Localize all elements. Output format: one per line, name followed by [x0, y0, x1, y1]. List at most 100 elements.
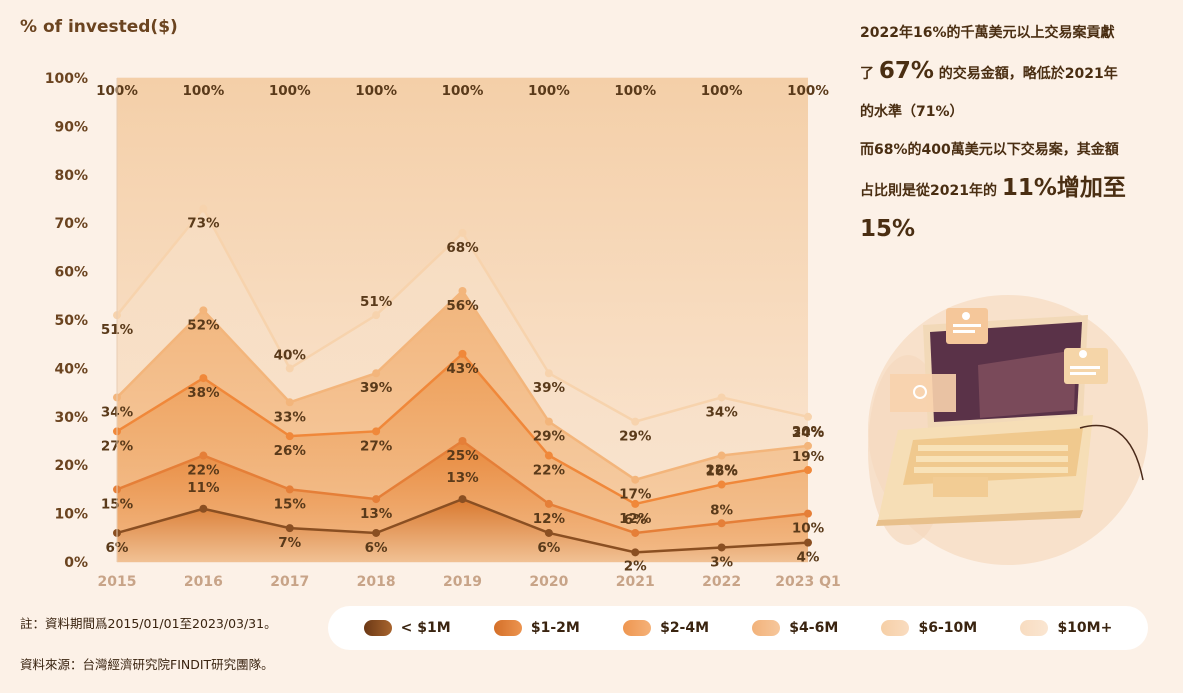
- data-label: 40%: [274, 347, 307, 363]
- data-point: [372, 528, 381, 537]
- headline-line-2: 了 67% 的交易金額，略低於2021年: [860, 52, 1160, 93]
- headline-line-1: 2022年16%的千萬美元以上交易案貢獻: [860, 25, 1115, 41]
- legend-swatch: [623, 620, 652, 636]
- data-point: [804, 466, 812, 475]
- data-point: [544, 369, 553, 378]
- legend-item-10m-plus: $10M+: [1020, 620, 1112, 636]
- legend-label: $1-2M: [530, 620, 580, 636]
- headline: 2022年16%的千萬美元以上交易案貢獻 了 67% 的交易金額，略低於2021…: [860, 14, 1160, 248]
- data-label: 19%: [792, 449, 825, 465]
- data-point: [717, 451, 726, 460]
- data-point: [804, 441, 812, 450]
- data-label: 11%: [187, 480, 220, 496]
- data-point: [631, 528, 640, 537]
- data-label: 2%: [624, 558, 647, 574]
- data-point: [372, 427, 381, 436]
- data-point: [285, 485, 294, 494]
- data-label: 100%: [183, 83, 225, 99]
- data-label: 51%: [360, 294, 393, 310]
- legend-label: $10M+: [1057, 620, 1113, 636]
- data-point: [804, 412, 812, 421]
- data-label: 29%: [619, 429, 652, 445]
- data-label: 68%: [446, 240, 479, 256]
- data-label: 29%: [533, 429, 566, 445]
- data-label: 6%: [365, 540, 388, 556]
- headline-line-3: 的水準（71%）: [860, 104, 964, 120]
- data-label: 24%: [792, 425, 825, 441]
- headline-line-5: 占比則是從2021年的 11%增加至: [860, 169, 1160, 210]
- data-label: 6%: [624, 512, 647, 528]
- headline-line-5-pre: 占比則是從2021年的: [860, 183, 1002, 199]
- data-label: 8%: [710, 502, 733, 518]
- data-label: 100%: [528, 83, 570, 99]
- y-tick-label: 20%: [54, 458, 88, 474]
- data-label: 100%: [442, 83, 484, 99]
- data-label: 7%: [278, 535, 301, 551]
- x-tick-label: 2021: [616, 574, 655, 590]
- legend: < $1M $1-2M $2-4M $4-6M $6-10M $10M+: [328, 606, 1148, 650]
- legend-swatch: [493, 620, 522, 636]
- data-point: [458, 495, 467, 504]
- area-series-0: [117, 499, 808, 562]
- data-label: 25%: [446, 448, 479, 464]
- data-point: [458, 286, 467, 295]
- legend-item-4-6m: $4-6M: [752, 620, 838, 636]
- data-label: 12%: [619, 511, 652, 527]
- y-axis-title: % of invested($): [20, 17, 178, 37]
- data-point: [804, 538, 812, 547]
- data-point: [717, 393, 726, 402]
- footnote-source: 資料來源：台灣經濟研究院FINDIT研究團隊。: [20, 657, 274, 672]
- legend-swatch: [752, 620, 781, 636]
- x-tick-label: 2022: [702, 574, 741, 590]
- data-label: 17%: [619, 487, 652, 503]
- data-point: [717, 519, 726, 528]
- data-point: [199, 451, 208, 460]
- data-point: [199, 204, 208, 213]
- data-label: 3%: [710, 554, 733, 570]
- data-label: 6%: [537, 540, 560, 556]
- data-point: [285, 398, 294, 407]
- data-point: [717, 480, 726, 489]
- y-tick-label: 0%: [64, 555, 88, 571]
- data-point: [372, 495, 381, 504]
- legend-label: $6-10M: [918, 620, 978, 636]
- data-point: [544, 451, 553, 460]
- data-point: [458, 349, 467, 358]
- footnote-period: 註：資料期間爲2015/01/01至2023/03/31。: [20, 616, 277, 631]
- data-label: 100%: [614, 83, 656, 99]
- data-label: 100%: [701, 83, 743, 99]
- data-label: 56%: [446, 298, 479, 314]
- laptop-illustration: [868, 295, 1148, 565]
- data-point: [458, 437, 467, 445]
- headline-highlight-15: 15%: [860, 216, 916, 242]
- y-tick-label: 70%: [54, 216, 88, 232]
- y-tick-label: 100%: [45, 71, 88, 87]
- data-label: 13%: [360, 506, 393, 522]
- legend-item-2-4m: $2-4M: [623, 620, 709, 636]
- legend-label: $4-6M: [789, 620, 839, 636]
- data-point: [544, 528, 553, 537]
- legend-swatch: [881, 620, 910, 636]
- y-tick-label: 80%: [54, 168, 88, 184]
- data-point: [285, 364, 294, 373]
- data-label: 13%: [446, 470, 479, 486]
- data-point: [285, 432, 294, 441]
- legend-item-1-2m: $1-2M: [493, 620, 580, 636]
- data-label: 16%: [705, 464, 738, 480]
- data-label: 10%: [792, 521, 825, 537]
- data-point: [631, 475, 640, 484]
- data-label: 73%: [187, 216, 220, 232]
- x-tick-label: 2020: [529, 574, 568, 590]
- x-tick-label: 2017: [270, 574, 309, 590]
- data-label: 26%: [274, 443, 307, 459]
- data-point: [631, 548, 640, 557]
- headline-line-2-pre: 了: [860, 66, 879, 82]
- data-label: 52%: [187, 317, 220, 333]
- legend-item-under-1m: < $1M: [363, 620, 451, 636]
- data-label: 22%: [705, 463, 738, 479]
- data-label: 38%: [187, 385, 220, 401]
- data-point: [199, 504, 208, 513]
- data-label: 27%: [360, 438, 393, 454]
- headline-highlight-11: 11%增加至: [1001, 175, 1126, 201]
